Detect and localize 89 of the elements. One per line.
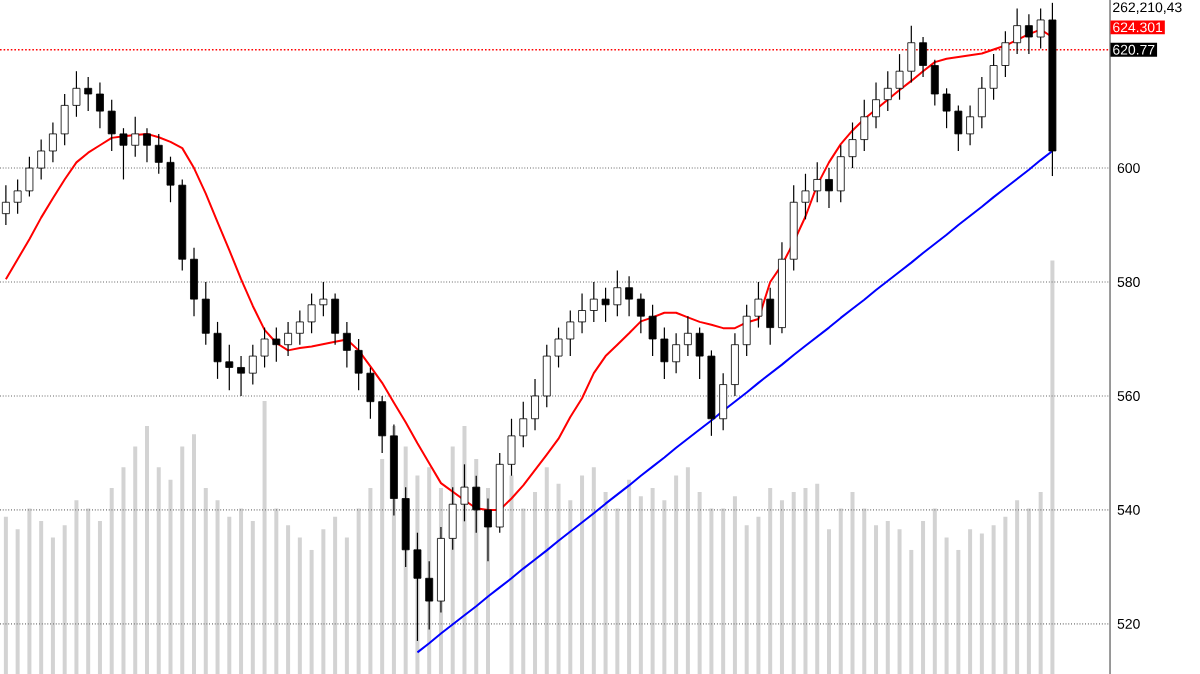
bar [650,487,655,674]
bar [568,500,573,674]
bar [62,525,67,674]
candlestick [872,82,880,129]
bar [674,475,679,674]
bar [180,446,185,674]
bar [321,529,326,674]
bar [109,487,114,674]
bar [991,525,996,674]
bar [309,549,314,674]
bar [638,496,643,674]
bar [697,492,702,674]
bar [144,425,149,674]
bar [732,496,737,674]
bar [756,516,761,674]
bar [368,487,373,674]
bar [15,529,20,674]
bar [580,475,585,674]
bar [968,529,973,674]
bar [50,537,55,674]
bar [768,487,773,674]
bar [956,549,961,674]
bar [509,475,514,674]
bar [921,521,926,674]
bar [156,467,161,674]
bar [168,479,173,674]
bar [544,467,549,674]
bar [944,537,949,674]
bar [862,508,867,674]
bar [897,529,902,674]
bar [3,516,8,674]
bar [850,492,855,674]
bar [1026,508,1031,674]
bar [1003,516,1008,674]
bar [297,537,302,674]
bar [556,483,561,674]
bar [591,467,596,674]
candlestick [825,167,833,209]
bar [1050,260,1055,674]
candlestick [578,292,586,334]
bar [286,525,291,674]
bar [133,446,138,674]
bar [274,508,279,674]
bar [909,549,914,674]
bar [932,508,937,674]
bar [74,500,79,674]
bar [227,516,232,674]
bar [97,521,102,674]
bar [826,529,831,674]
bar [250,521,255,674]
bar [356,508,361,674]
bar [344,537,349,674]
bar [215,500,220,674]
bar [815,483,820,674]
bar [979,533,984,674]
bar [262,401,267,674]
bar [779,500,784,674]
bar [27,508,32,674]
bar [662,500,667,674]
bar [380,458,385,674]
candlestick [919,36,927,78]
bar [709,508,714,674]
bar [1038,492,1043,674]
candlestick [143,127,151,163]
bar [203,487,208,674]
bar [521,508,526,674]
bar [874,525,879,674]
bar [333,516,338,674]
bar [1015,500,1020,674]
candlestick [237,355,245,397]
bar [615,508,620,674]
bar [838,508,843,674]
bar [721,508,726,674]
bar [192,434,197,674]
bar [627,479,632,674]
bar [121,467,126,674]
bar [39,521,44,674]
candlestick [190,247,198,317]
candlestick [96,82,104,129]
candlestick [531,378,539,431]
bar [791,492,796,674]
bar [885,521,890,674]
bar [533,492,538,674]
bar [685,467,690,674]
bar [603,492,608,674]
bar [239,508,244,674]
bar [86,508,91,674]
bar [803,487,808,674]
bar [744,525,749,674]
